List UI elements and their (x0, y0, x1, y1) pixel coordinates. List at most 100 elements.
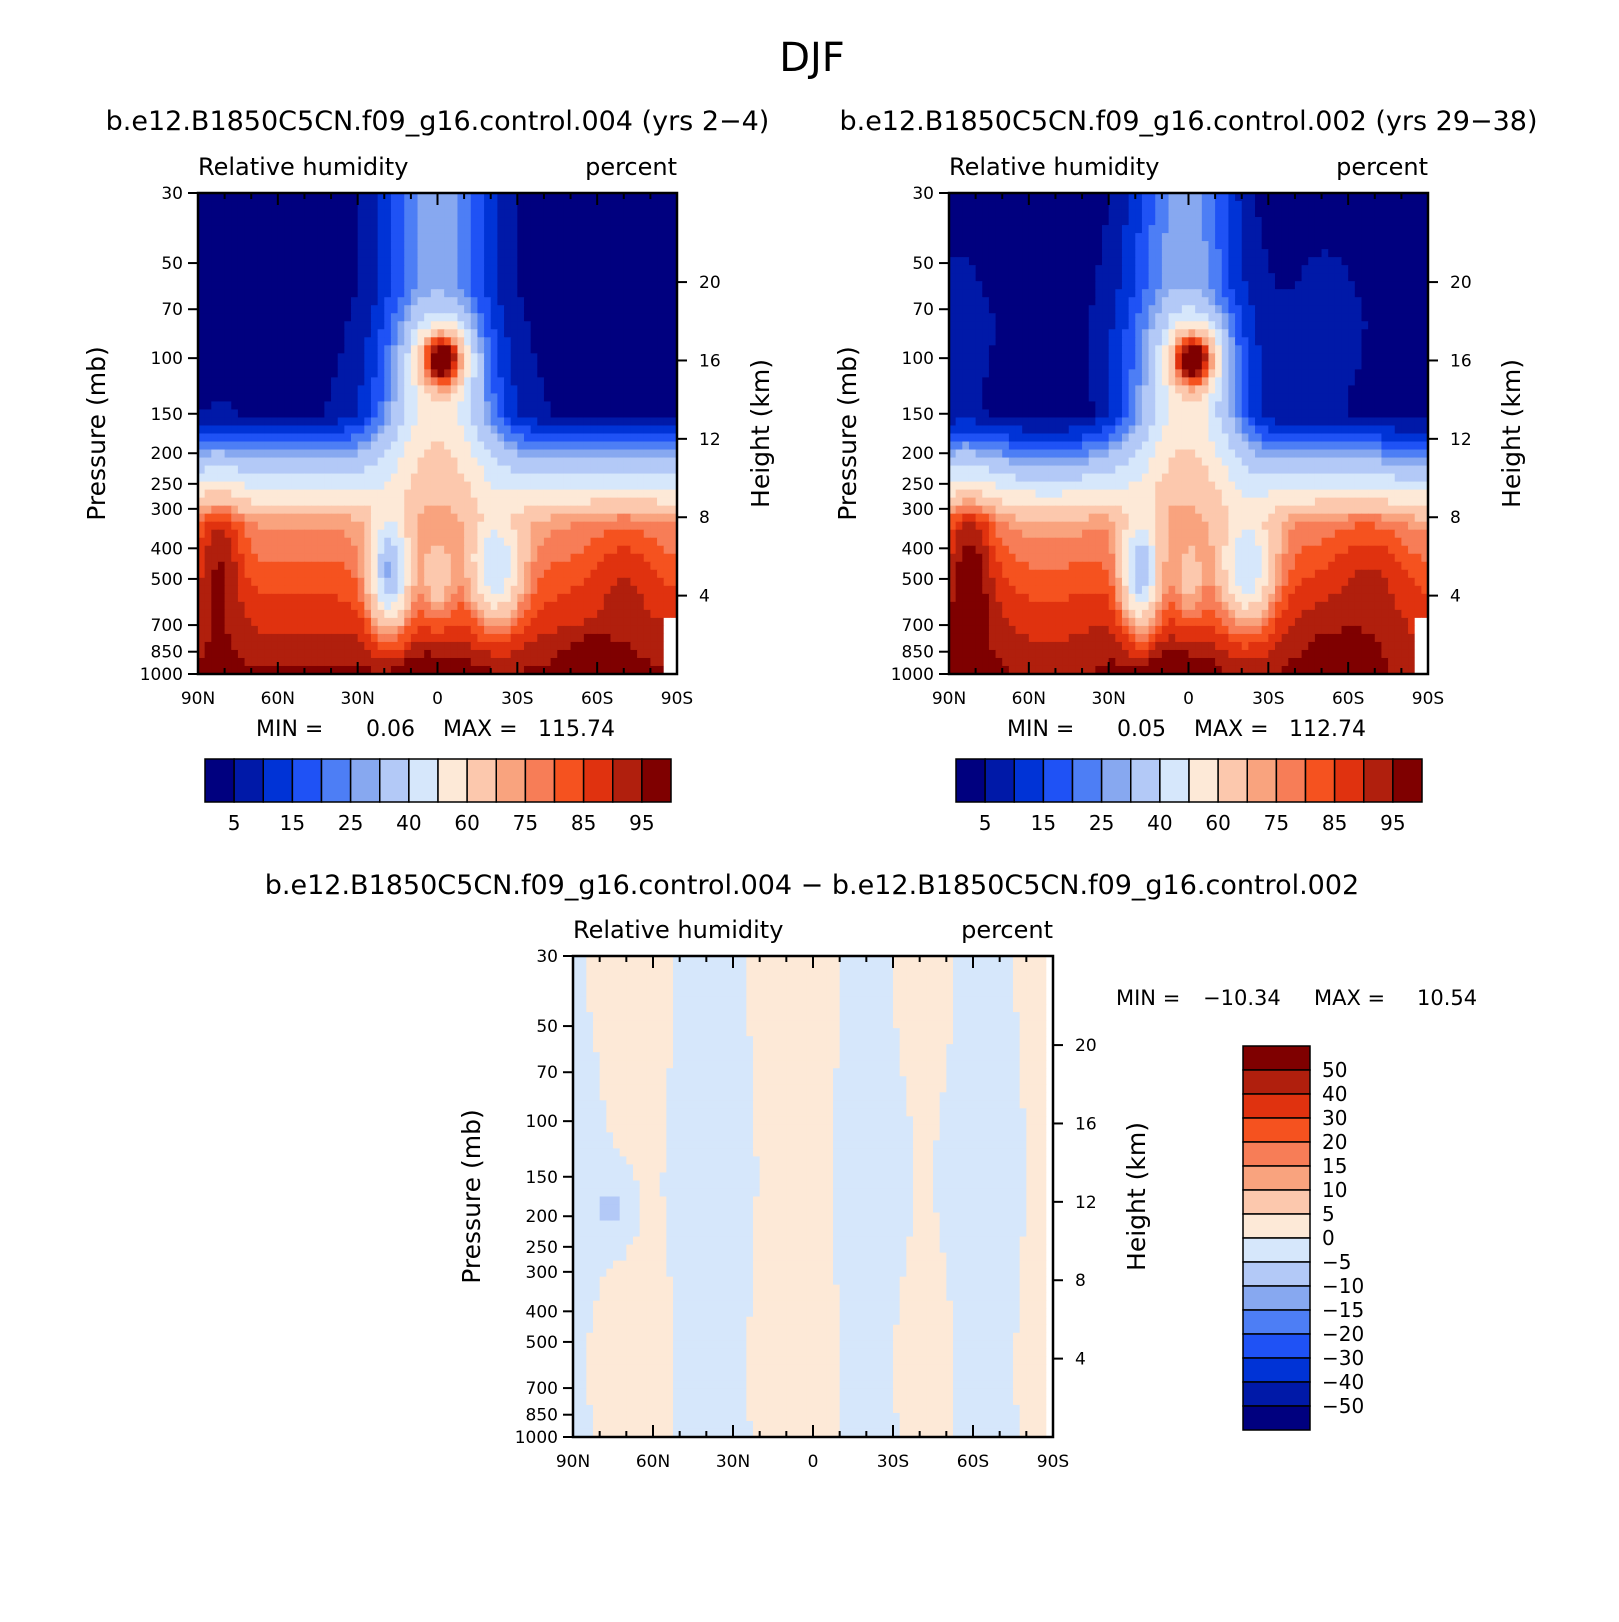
contour-cell (484, 369, 492, 378)
contour-cell (637, 513, 645, 523)
contour-cell (204, 441, 212, 451)
contour-cell (410, 353, 419, 362)
contour-cell (523, 449, 532, 459)
contour-cell (404, 633, 412, 643)
contour-cell (490, 545, 498, 555)
contour-cell (284, 497, 292, 507)
contour-cell (264, 353, 272, 362)
contour-cell (264, 497, 272, 507)
contour-cell (484, 353, 492, 362)
contour-cell (457, 425, 465, 435)
contour-cell (324, 505, 332, 515)
contour-cell (457, 297, 465, 306)
contour-cell (597, 449, 605, 459)
contour-cell (417, 361, 425, 370)
contour-cell (650, 377, 658, 386)
contour-cell (224, 337, 232, 346)
contour-cell (397, 505, 405, 515)
contour-cell (424, 225, 432, 234)
contour-cell (623, 665, 632, 675)
contour-cell (510, 369, 518, 378)
contour-cell (364, 265, 372, 274)
contour-cell (1175, 241, 1183, 250)
contour-cell (430, 633, 439, 643)
contour-cell (530, 489, 538, 499)
contour-cell (324, 369, 332, 378)
contour-cell (311, 665, 319, 675)
contour-cell (237, 601, 246, 611)
contour-cell (224, 201, 232, 210)
contour-cell (623, 537, 632, 547)
contour-cell (1161, 209, 1170, 218)
contour-cell (204, 225, 212, 234)
contour-cell (543, 561, 552, 571)
contour-cell (444, 561, 452, 571)
contour-cell (1361, 193, 1369, 202)
contour-cell (404, 441, 412, 451)
contour-cell (311, 497, 319, 507)
contour-cell (490, 465, 498, 475)
contour-cell (1115, 217, 1123, 226)
contour-cell (384, 217, 392, 226)
contour-cell (437, 641, 445, 651)
contour-cell (390, 545, 399, 555)
contour-cell (284, 193, 292, 202)
contour-cell (397, 449, 405, 459)
contour-cell (430, 457, 439, 467)
contour-cell (444, 537, 452, 547)
contour-cell (351, 369, 359, 378)
contour-cell (1161, 193, 1170, 202)
contour-cell (377, 497, 385, 507)
contour-cell (244, 361, 252, 370)
contour-cell (417, 377, 425, 386)
contour-cell (304, 337, 312, 346)
contour-cell (271, 409, 279, 419)
contour-cell (277, 625, 286, 635)
contour-cell (397, 401, 405, 411)
contour-cell (311, 289, 319, 298)
contour-cell (530, 241, 538, 250)
contour-cell (237, 337, 246, 346)
contour-cell (404, 233, 412, 242)
contour-cell (311, 201, 319, 210)
contour-cell (271, 465, 279, 475)
contour-cell (517, 601, 525, 611)
contour-cell (444, 657, 452, 667)
contour-cell (1188, 233, 1196, 242)
contour-cell (464, 497, 472, 507)
contour-cell (424, 617, 432, 627)
contour-cell (291, 233, 299, 242)
contour-cell (1321, 241, 1329, 250)
contour-cell (430, 505, 439, 515)
contour-cell (251, 337, 259, 346)
contour-cell (384, 265, 392, 274)
contour-cell (304, 193, 312, 202)
contour-cell (623, 201, 632, 210)
contour-cell (370, 401, 379, 411)
contour-cell (1334, 193, 1343, 202)
contour-cell (377, 377, 385, 386)
contour-cell (504, 313, 512, 322)
contour-cell (404, 329, 412, 338)
contour-cell (577, 241, 585, 250)
contour-cell (344, 313, 352, 322)
contour-cell (324, 345, 332, 354)
contour-cell (271, 505, 279, 515)
contour-cell (430, 305, 439, 314)
contour-cell (484, 521, 492, 531)
contour-cell (337, 273, 345, 282)
contour-cell (364, 217, 372, 226)
contour-cell (484, 345, 492, 354)
contour-cell (424, 497, 432, 507)
contour-cell (211, 385, 219, 395)
contour-cell (523, 201, 532, 210)
contour-cell (470, 321, 479, 330)
contour-cell (523, 249, 532, 258)
contour-cell (517, 217, 525, 226)
contour-cell (484, 217, 492, 226)
contour-cell (962, 241, 970, 250)
contour-cell (1328, 217, 1336, 226)
contour-cell (404, 481, 412, 491)
contour-cell (650, 273, 658, 282)
contour-cell (543, 665, 552, 675)
